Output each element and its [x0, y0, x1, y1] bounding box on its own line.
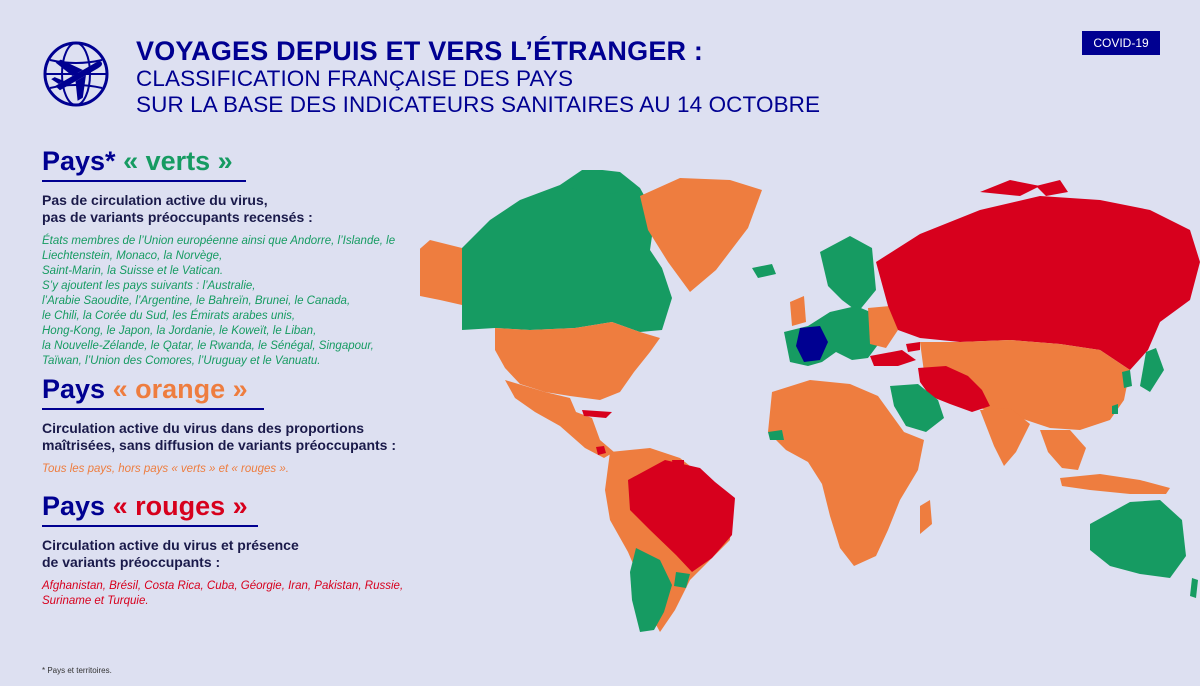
orange-countries: Tous les pays, hors pays « verts » et « … — [42, 463, 289, 475]
red-title-prefix: Pays — [42, 491, 106, 521]
costa-rica-region — [596, 446, 606, 455]
scandinavia-region — [820, 236, 876, 312]
france-region — [796, 326, 828, 362]
red-countries: Afghanistan, Brésil, Costa Rica, Cuba, G… — [42, 580, 404, 607]
green-section: Pays* « verts » Pas de circulation activ… — [42, 144, 395, 369]
red-title-colored: « rouges » — [112, 491, 248, 521]
iran-afghanistan-pakistan-region — [918, 366, 990, 412]
orange-section: Pays « orange » Circulation active du vi… — [42, 372, 396, 477]
iceland-region — [752, 264, 776, 278]
japan-region — [1140, 348, 1164, 392]
africa-region — [768, 380, 924, 566]
green-countries: États membres de l’Union européenne ains… — [42, 235, 396, 367]
uruguay-region — [674, 572, 690, 588]
taiwan-region — [1112, 404, 1118, 414]
senegal-region — [768, 430, 784, 440]
red-description: Circulation active du virus et présence … — [42, 537, 299, 570]
russia-north-islands-region — [980, 180, 1068, 196]
orange-title-underline — [42, 408, 264, 410]
red-section-title: Pays « rouges » — [42, 489, 403, 523]
orange-description: Circulation active du virus dans des pro… — [42, 420, 396, 453]
green-title-underline — [42, 180, 246, 182]
page-subtitle-line1: CLASSIFICATION FRANÇAISE DES PAYS — [136, 66, 574, 91]
central-asia-orange-region — [920, 340, 1130, 430]
georgia-region — [906, 342, 920, 352]
red-section: Pays « rouges » Circulation active du vi… — [42, 489, 403, 609]
brazil-region — [628, 460, 735, 572]
red-title-underline — [42, 525, 258, 527]
alaska-region — [420, 240, 462, 305]
uk-region — [790, 296, 806, 326]
turkey-region — [870, 350, 916, 366]
southeast-asia-region — [1040, 430, 1086, 470]
australia-region — [1090, 500, 1186, 578]
suriname-region — [672, 460, 684, 472]
indonesia-region — [1060, 474, 1170, 494]
eastern-europe-orange-region — [868, 306, 898, 348]
green-title-colored: « verts » — [123, 146, 233, 176]
plane-globe-icon — [43, 41, 109, 107]
footnote: * Pays et territoires. — [42, 666, 112, 675]
orange-section-title: Pays « orange » — [42, 372, 396, 406]
arctic-islands-region — [560, 170, 640, 196]
usa-region — [495, 322, 660, 400]
korea-region — [1122, 370, 1132, 388]
argentina-chile-region — [630, 548, 672, 632]
russia-region — [876, 196, 1200, 370]
india-region — [980, 408, 1030, 466]
mexico-central-america-region — [505, 380, 614, 458]
cuba-region — [582, 410, 612, 418]
new-zealand-region — [1190, 578, 1198, 598]
green-title-prefix: Pays* — [42, 146, 116, 176]
orange-title-prefix: Pays — [42, 374, 106, 404]
arabia-region — [890, 384, 944, 432]
green-section-title: Pays* « verts » — [42, 144, 395, 178]
green-description: Pas de circulation active du virus, pas … — [42, 192, 313, 225]
greenland-region — [640, 178, 762, 292]
canada-region — [462, 178, 672, 332]
madagascar-region — [920, 500, 932, 534]
title-block: VOYAGES DEPUIS ET VERS L’ÉTRANGER : CLAS… — [136, 36, 820, 118]
orange-title-colored: « orange » — [112, 374, 248, 404]
covid-badge: COVID-19 — [1082, 31, 1160, 55]
page-title: VOYAGES DEPUIS ET VERS L’ÉTRANGER : — [136, 36, 704, 66]
world-map — [420, 170, 1200, 632]
page-subtitle-line2: SUR LA BASE DES INDICATEURS SANITAIRES A… — [136, 92, 821, 117]
